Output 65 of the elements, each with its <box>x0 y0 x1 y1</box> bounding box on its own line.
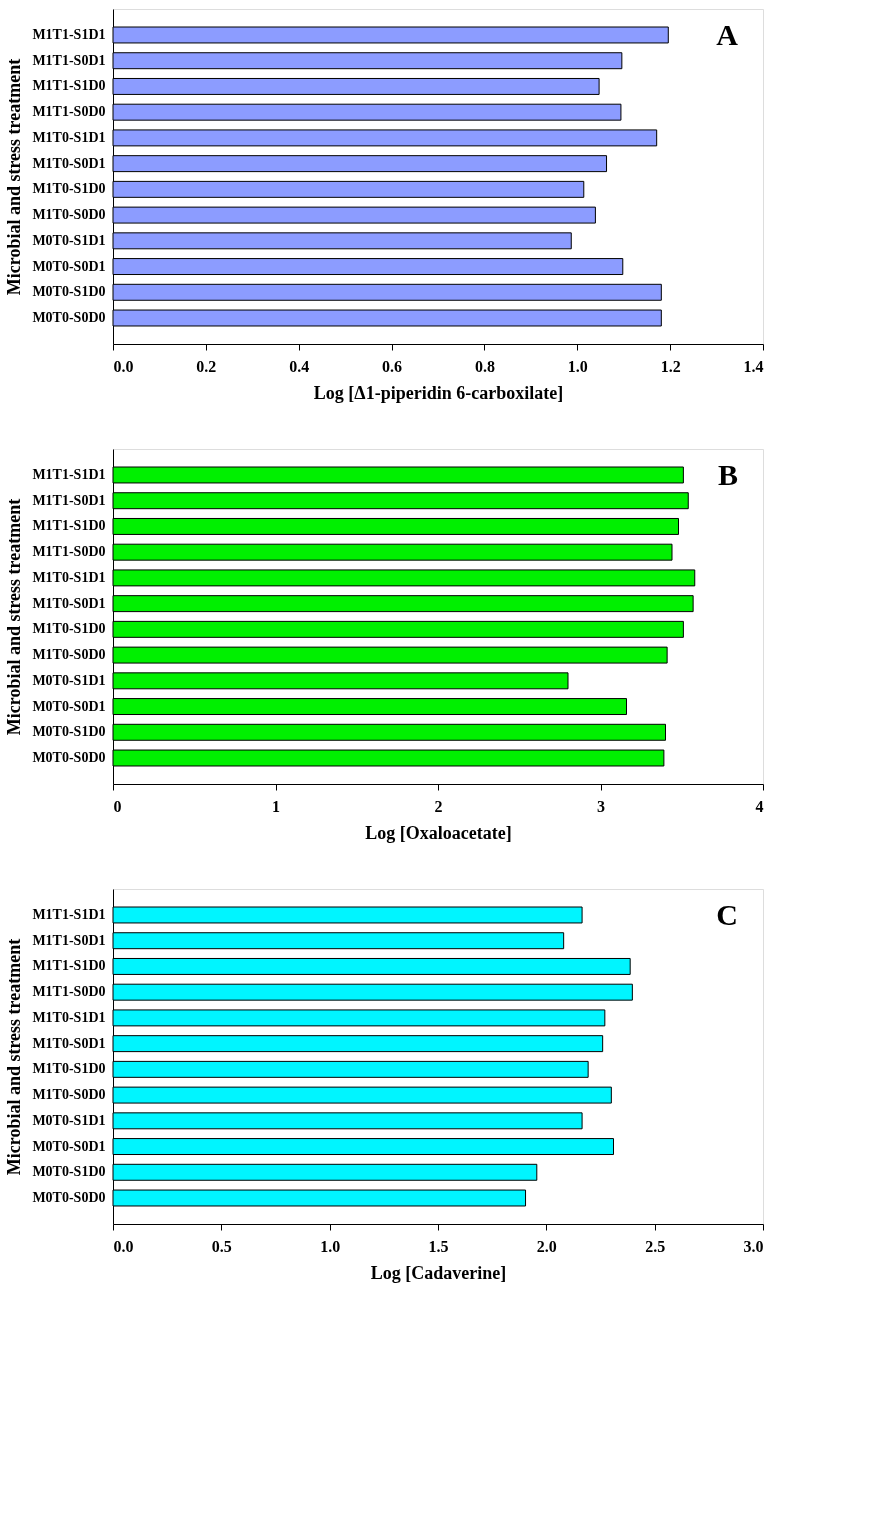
y-tick-label: M1T0-S0D1 <box>32 1035 106 1051</box>
y-tick-label: M1T1-S1D0 <box>32 518 106 534</box>
y-tick-label: M1T0-S1D1 <box>32 1009 106 1025</box>
y-tick-label: M0T0-S1D0 <box>32 284 106 300</box>
y-tick-label: M0T0-S1D1 <box>32 232 106 248</box>
y-tick-label: M1T1-S0D0 <box>32 544 106 560</box>
x-tick-label: 2.5 <box>645 1237 666 1255</box>
y-tick-label: M1T1-S0D0 <box>32 104 106 120</box>
y-tick-label: M0T0-S0D0 <box>32 310 106 326</box>
x-tick-label: 0 <box>113 797 122 815</box>
y-tick-label: M0T0-S1D1 <box>32 1112 106 1128</box>
x-tick-label: 1.0 <box>567 357 588 375</box>
y-tick-label: M0T0-S1D1 <box>32 672 106 688</box>
annotation: A <box>716 18 739 51</box>
y-axis-title: Microbial and stress treatment <box>4 58 25 296</box>
x-axis-title: Log [Oxaloacetate] <box>365 822 512 843</box>
x-tick-label: 4 <box>755 797 764 815</box>
y-tick-label: M1T0-S1D0 <box>32 1061 106 1077</box>
x-tick-label: 0.4 <box>289 357 310 375</box>
y-tick-label: M1T1-S1D1 <box>32 906 106 922</box>
x-tick-label: 0.2 <box>196 357 217 375</box>
y-tick-label: M1T1-S1D1 <box>32 26 106 42</box>
x-tick-label: 1.5 <box>428 1237 449 1255</box>
x-tick-label: 1 <box>272 797 280 815</box>
y-tick-label: M1T0-S0D1 <box>32 155 106 171</box>
y-tick-label: M0T0-S1D0 <box>32 724 106 740</box>
x-tick-label: 1.4 <box>743 357 764 375</box>
x-tick-label: 1.2 <box>660 357 681 375</box>
x-tick-label: 1.0 <box>320 1237 341 1255</box>
x-tick-label: 0.5 <box>211 1237 232 1255</box>
x-tick-label: 3 <box>597 797 605 815</box>
y-axis-title: Microbial and stress treatment <box>4 938 25 1176</box>
x-tick-label: 2.0 <box>536 1237 557 1255</box>
y-tick-label: M1T1-S1D1 <box>32 466 106 482</box>
y-tick-label: M0T0-S0D0 <box>32 750 106 766</box>
y-tick-label: M0T0-S0D1 <box>32 1138 106 1154</box>
y-tick-label: M1T0-S1D0 <box>32 181 106 197</box>
y-tick-label: M0T0-S0D1 <box>32 698 106 714</box>
y-tick-label: M1T0-S1D1 <box>32 129 106 145</box>
x-tick-label: 2 <box>434 797 443 815</box>
x-tick-label: 0.0 <box>113 357 134 375</box>
y-tick-label: M1T1-S0D1 <box>32 932 106 948</box>
y-tick-label: M0T0-S1D0 <box>32 1164 106 1180</box>
annotation: C <box>716 898 738 931</box>
x-tick-label: 0.6 <box>382 357 403 375</box>
x-tick-label: 0.8 <box>474 357 495 375</box>
y-tick-label: M1T1-S0D1 <box>32 52 106 68</box>
y-tick-label: M1T1-S0D0 <box>32 984 106 1000</box>
x-tick-label: 0.0 <box>113 1237 134 1255</box>
x-axis-title: Log [Cadaverine] <box>370 1262 507 1283</box>
y-tick-label: M1T0-S0D0 <box>32 1087 106 1103</box>
y-tick-label: M1T0-S1D1 <box>32 569 106 585</box>
y-tick-label: M1T0-S0D0 <box>32 207 106 223</box>
y-tick-label: M1T0-S1D0 <box>32 621 106 637</box>
y-tick-label: M1T1-S0D1 <box>32 492 106 508</box>
x-axis-title: Log [Δ1-piperidin 6-carboxilate] <box>313 382 564 403</box>
y-tick-label: M1T0-S0D0 <box>32 647 106 663</box>
y-tick-label: M1T1-S1D0 <box>32 78 106 94</box>
y-tick-label: M1T0-S0D1 <box>32 595 106 611</box>
x-tick-label: 3.0 <box>743 1237 764 1255</box>
y-tick-label: M0T0-S0D0 <box>32 1190 106 1206</box>
y-tick-label: M0T0-S0D1 <box>32 258 106 274</box>
annotation: B <box>717 458 738 491</box>
y-axis-title: Microbial and stress treatment <box>4 498 25 736</box>
y-tick-label: M1T1-S1D0 <box>32 958 106 974</box>
